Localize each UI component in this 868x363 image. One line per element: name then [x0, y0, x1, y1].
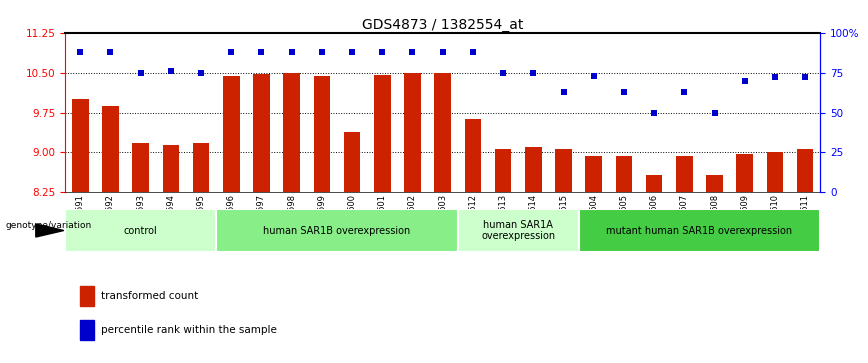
Point	[254, 49, 268, 55]
Point	[345, 49, 359, 55]
Bar	[132, 143, 149, 192]
Bar	[253, 74, 270, 192]
Text: percentile rank within the sample: percentile rank within the sample	[102, 325, 277, 335]
Point	[587, 73, 601, 79]
Bar	[707, 175, 723, 192]
Point	[73, 49, 87, 55]
Point	[768, 74, 782, 80]
Point	[164, 68, 178, 74]
Point	[285, 49, 299, 55]
Bar	[404, 73, 421, 192]
Point	[103, 49, 117, 55]
Point	[526, 70, 540, 76]
Bar	[556, 149, 572, 192]
Point	[799, 74, 812, 80]
Bar	[223, 76, 240, 192]
Bar	[646, 175, 662, 192]
Bar	[766, 152, 783, 192]
Point	[405, 49, 419, 55]
Title: GDS4873 / 1382554_at: GDS4873 / 1382554_at	[362, 18, 523, 32]
Bar	[615, 156, 632, 192]
Point	[224, 49, 238, 55]
Bar	[579, 209, 820, 252]
Bar	[495, 149, 511, 192]
Point	[496, 70, 510, 76]
Point	[677, 89, 691, 95]
Text: human SAR1B overexpression: human SAR1B overexpression	[263, 225, 411, 236]
Text: control: control	[124, 225, 157, 236]
Text: genotype/variation: genotype/variation	[5, 221, 91, 230]
Text: transformed count: transformed count	[102, 291, 199, 301]
Point	[315, 49, 329, 55]
Text: human SAR1A
overexpression: human SAR1A overexpression	[481, 220, 556, 241]
Bar	[65, 209, 216, 252]
Bar	[72, 99, 89, 192]
Point	[194, 70, 208, 76]
Point	[436, 49, 450, 55]
Point	[617, 89, 631, 95]
Bar	[457, 209, 579, 252]
Bar	[464, 119, 481, 192]
Point	[648, 110, 661, 115]
Bar	[374, 75, 391, 192]
Point	[375, 49, 389, 55]
Bar	[736, 154, 753, 192]
Bar	[797, 149, 813, 192]
Bar	[344, 132, 360, 192]
Bar	[162, 145, 179, 192]
Bar	[216, 209, 457, 252]
Bar	[283, 73, 300, 192]
Bar	[80, 286, 94, 306]
Bar	[525, 147, 542, 192]
Point	[466, 49, 480, 55]
Polygon shape	[36, 224, 64, 237]
Bar	[80, 320, 94, 340]
Text: mutant human SAR1B overexpression: mutant human SAR1B overexpression	[607, 225, 792, 236]
Point	[134, 70, 148, 76]
Bar	[313, 76, 330, 192]
Point	[556, 89, 570, 95]
Point	[707, 110, 721, 115]
Bar	[676, 156, 693, 192]
Bar	[585, 156, 602, 192]
Bar	[102, 106, 119, 192]
Point	[738, 78, 752, 83]
Bar	[193, 143, 209, 192]
Bar	[434, 73, 451, 192]
